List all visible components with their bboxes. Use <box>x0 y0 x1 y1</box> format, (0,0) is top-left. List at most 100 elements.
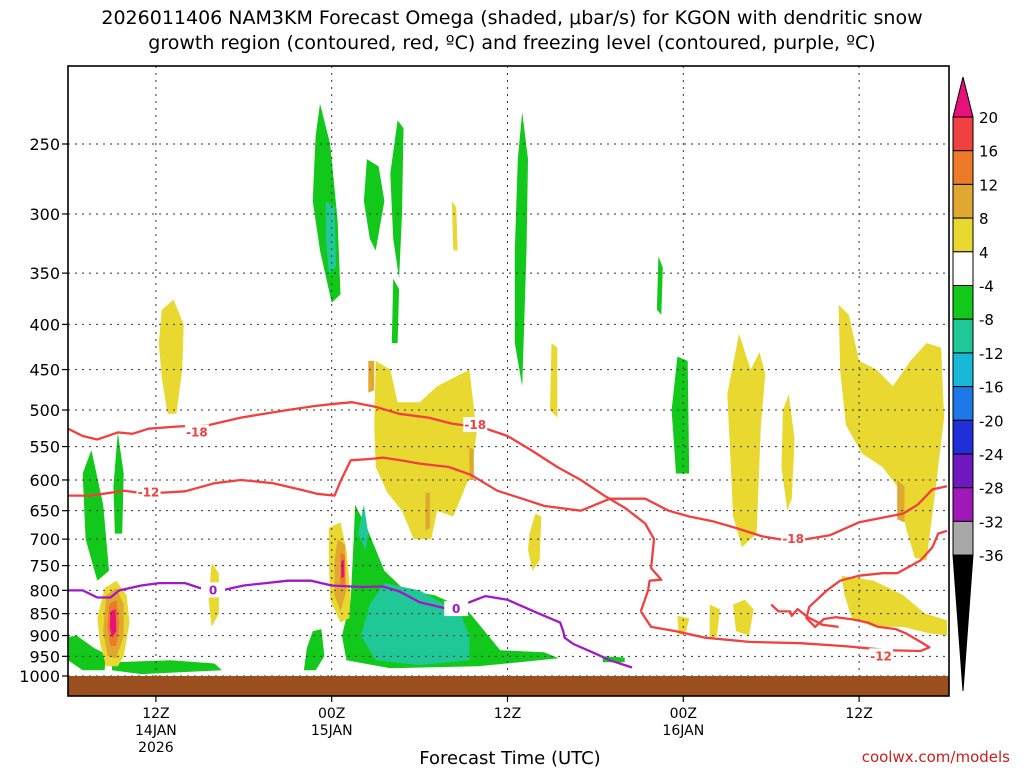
omega-region-sinking-upper-16jan <box>550 343 558 418</box>
omega-region-upward-motion-midlevel-3 <box>391 278 400 344</box>
contour-label-freezing-level-0: 0 <box>209 583 217 597</box>
y-tick-label-550: 550 <box>29 438 60 457</box>
y-tick-label-500: 500 <box>29 401 60 420</box>
y-tick-label-600: 600 <box>29 471 60 490</box>
contour-label-minus-18-contour-upper-0: -18 <box>186 425 208 439</box>
x-tick-label-42-0: 00Z <box>670 706 697 722</box>
colorbar-bottom-arrow <box>952 554 974 692</box>
x-tick-label-6-0: 12Z <box>142 706 169 722</box>
x-tick-label-30-0: 12Z <box>494 706 521 722</box>
colorbar-bin-13 <box>952 520 974 556</box>
colorbar-top-arrow <box>952 76 974 118</box>
colorbar-bin-3 <box>952 183 974 219</box>
x-tick-label-6-2: 2026 <box>138 740 174 756</box>
plot-frame <box>67 65 950 697</box>
y-tick-label-400: 400 <box>29 315 60 334</box>
colorbar-label-10: -24 <box>979 446 1004 464</box>
x-tick-label-18-1: 15JAN <box>311 723 353 739</box>
x-tick-label-18-0: 00Z <box>318 706 345 722</box>
x-tick-label-54-0: 12Z <box>845 706 872 722</box>
omega-region-sinking-upper-15jan <box>451 201 458 251</box>
colorbar-label-6: -8 <box>979 311 994 329</box>
colorbar-label-3: 8 <box>979 210 989 228</box>
colorbar-bin-6 <box>952 285 974 320</box>
contour-label-freezing-level-1: 0 <box>452 602 460 616</box>
colorbar-bin-9 <box>952 386 974 421</box>
contour-label-bg <box>781 531 806 547</box>
chart-title-line-2: growth region (contoured, red, ºC) and f… <box>148 32 875 54</box>
y-tick-label-950: 950 <box>29 647 60 666</box>
colorbar-legend: 20 16 12 8 4 -4 -8 -12 -16 -20 -24 -28 -32 -36 <box>952 76 1004 692</box>
omega-region-strong-upward-low-15jan <box>361 583 470 666</box>
omega-region-sinking-12z-15jan <box>528 513 542 571</box>
omega-region-sinking-16jan-c <box>781 394 795 511</box>
y-tick-label-1000: 1000 <box>19 667 60 686</box>
contour-label-bg <box>136 484 161 500</box>
colorbar-bin-7 <box>952 318 974 354</box>
omega-region-strong-sinking-mid-3 <box>469 446 474 480</box>
colorbar-label-11: -28 <box>979 480 1004 498</box>
y-tick-label-800: 800 <box>29 581 60 600</box>
colorbar-label-7: -12 <box>979 345 1004 363</box>
omega-region-upward-motion-0z-15jan <box>303 629 325 671</box>
y-tick-label-450: 450 <box>29 361 60 380</box>
colorbar-label-12: -32 <box>979 513 1004 531</box>
omega-region-strong-sinking-mid <box>368 360 375 393</box>
omega-region-upward-motion-midlevel-16jan <box>671 356 690 474</box>
contour-label-minus-12-contour-lower-0: -12 <box>870 649 892 663</box>
colorbar-bin-1 <box>952 116 974 152</box>
omega-region-extreme-sinking-0z <box>341 560 345 579</box>
plot-background <box>68 66 949 696</box>
y-tick-label-350: 350 <box>29 264 60 283</box>
colorbar-bin-5 <box>952 251 974 287</box>
ground-strip <box>68 676 949 696</box>
y-tick-label-900: 900 <box>29 627 60 646</box>
colorbar-bin-8 <box>952 352 974 388</box>
contour-label-bg <box>184 424 209 440</box>
omega-region-upward-motion-midlevel-1 <box>363 159 385 251</box>
omega-region-upward-motion-14jan-b <box>113 432 124 534</box>
colorbar-label-13: -36 <box>979 547 1004 565</box>
omega-region-strong-upward-upper-15jan <box>325 201 337 274</box>
colorbar-label-5: -4 <box>979 278 994 296</box>
contour-minus-12-contour-lower <box>639 529 948 653</box>
colorbar-bin-11 <box>952 453 974 489</box>
colorbar-bin-2 <box>952 150 974 185</box>
colorbar-label-2: 12 <box>979 176 998 194</box>
omega-region-upward-motion-midlevel-2 <box>390 120 404 279</box>
omega-region-sinking-low-16jan <box>733 599 754 636</box>
contour-label-bg <box>869 648 894 664</box>
omega-region-extreme-sinking-pre-dawn <box>109 609 117 638</box>
y-tick-label-250: 250 <box>29 135 60 154</box>
colorbar-label-9: -20 <box>979 412 1004 430</box>
omega-region-sinking-upper-12z-14jan <box>158 299 184 414</box>
omega-region-sinking-midlevel-15jan <box>374 360 477 540</box>
colorbar-bin-10 <box>952 419 974 455</box>
y-axis: 250 300 350 400 450 500 550 600 650 700 750 800 850 9… <box>19 135 68 686</box>
contour-minus-18-contour-upper <box>68 401 663 612</box>
y-tick-label-650: 650 <box>29 502 60 521</box>
omega-region-upward-motion-upper-12z-15jan <box>514 112 528 387</box>
omega-region-sinking-upper-12z-16jan <box>838 304 945 561</box>
contour-label-bg <box>201 582 226 598</box>
omega-region-upward-motion-upper-16jan <box>656 256 663 315</box>
colorbar-label-1: 16 <box>979 143 998 161</box>
colorbar-bin-12 <box>952 487 974 522</box>
chart-title-line-1: 2026011406 NAM3KM Forecast Omega (shaded… <box>101 7 922 29</box>
omega-region-strong-sinking-late <box>897 480 905 523</box>
contour-minus-12-contour-upper <box>68 456 948 542</box>
omega-region-strong-sinking-mid-2 <box>425 492 430 531</box>
omega-region-upward-motion-low-14jan-b <box>112 660 222 675</box>
x-tick-label-42-1: 16JAN <box>662 723 704 739</box>
contour-minus-18-contour-lower <box>770 603 839 629</box>
contour-label-minus-18-contour-upper-1: -18 <box>464 418 486 432</box>
y-tick-label-700: 700 <box>29 530 60 549</box>
y-tick-label-850: 850 <box>29 605 60 624</box>
contour-label-bg <box>463 417 488 433</box>
y-tick-label-750: 750 <box>29 557 60 576</box>
colorbar-label-0: 20 <box>979 109 998 127</box>
colorbar-label-4: 4 <box>979 244 989 262</box>
gridlines <box>68 66 949 696</box>
x-tick-label-6-1: 14JAN <box>135 723 177 739</box>
